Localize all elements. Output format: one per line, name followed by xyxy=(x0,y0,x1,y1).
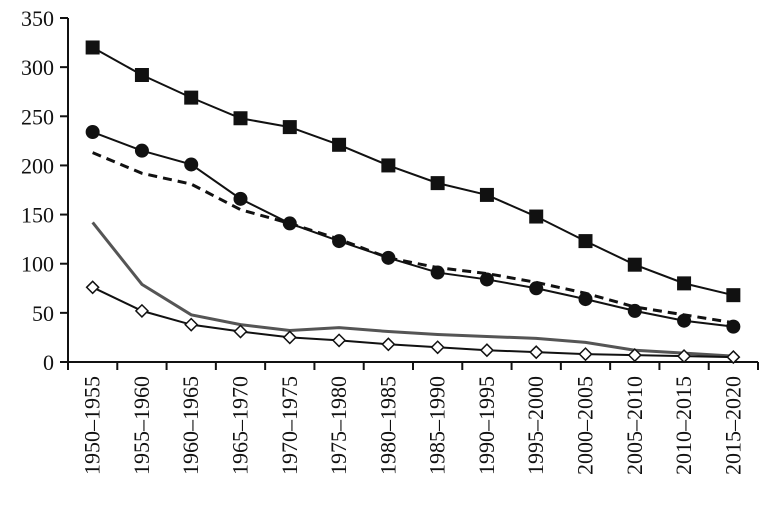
series-2 xyxy=(85,125,741,334)
x-tick-label: 1955–1960 xyxy=(129,376,154,475)
x-tick-label: 1980–1985 xyxy=(375,376,400,475)
y-tick-label: 200 xyxy=(21,153,54,178)
series-1 xyxy=(85,40,741,303)
y-tick-label: 250 xyxy=(21,104,54,129)
data-point-square xyxy=(85,40,100,55)
data-point-square xyxy=(332,137,347,152)
data-point-diamond xyxy=(529,345,544,360)
series-layer xyxy=(85,40,741,365)
x-tick-label: 1985–1990 xyxy=(425,376,450,475)
data-point-square xyxy=(233,111,248,126)
data-point-diamond xyxy=(430,340,445,355)
x-tick-label: 1960–1965 xyxy=(178,376,203,475)
data-point-square xyxy=(282,120,297,135)
data-point-diamond xyxy=(233,324,248,339)
data-point-square xyxy=(184,90,199,105)
x-tick-label: 1970–1975 xyxy=(277,376,302,475)
x-tick-label: 2005–2010 xyxy=(622,376,647,475)
data-point-diamond xyxy=(332,333,347,348)
data-point-square xyxy=(430,176,445,191)
y-tick-label: 150 xyxy=(21,203,54,228)
series-4-line xyxy=(91,221,734,358)
data-point-circle xyxy=(85,125,100,140)
y-tick-labels: 0 50 100 150 200 250 300 350 xyxy=(21,6,54,375)
series-3-line xyxy=(92,151,734,325)
x-tick-label: 2000–2005 xyxy=(573,376,598,475)
y-tick-label: 100 xyxy=(21,252,54,277)
data-point-diamond xyxy=(677,349,692,364)
data-point-square xyxy=(726,288,741,303)
data-point-circle xyxy=(184,157,199,172)
data-point-circle xyxy=(677,313,692,328)
data-point-diamond xyxy=(134,303,149,318)
data-point-diamond xyxy=(578,347,593,362)
series-5 xyxy=(85,280,741,365)
data-point-diamond xyxy=(627,348,642,363)
series-2-line xyxy=(92,131,734,328)
data-point-square xyxy=(529,209,544,224)
data-point-diamond xyxy=(282,330,297,345)
data-point-square xyxy=(134,68,149,83)
data-point-square xyxy=(578,234,593,249)
y-tick-label: 50 xyxy=(32,301,54,326)
x-tick-label: 2015–2020 xyxy=(720,376,745,475)
data-point-square xyxy=(677,276,692,291)
series-1-line xyxy=(92,46,734,297)
y-tick-label: 300 xyxy=(21,55,54,80)
x-tick-label: 2010–2015 xyxy=(671,376,696,475)
data-point-diamond xyxy=(184,317,199,332)
series-4 xyxy=(91,221,734,358)
data-point-circle xyxy=(134,143,149,158)
series-5-line xyxy=(92,286,734,359)
axes xyxy=(60,17,759,370)
data-point-square xyxy=(479,187,494,202)
data-point-diamond xyxy=(726,350,741,365)
x-tick-label: 1995–2000 xyxy=(523,376,548,475)
y-tick-label: 0 xyxy=(43,350,54,375)
data-point-diamond xyxy=(381,337,396,352)
data-point-diamond xyxy=(85,280,100,295)
x-tick-label: 1965–1970 xyxy=(228,376,253,475)
data-point-circle xyxy=(479,272,494,287)
x-tick-labels: 1950–1955 1955–1960 1960–1965 1965–1970 1970… xyxy=(80,376,746,475)
data-point-circle xyxy=(529,281,544,296)
data-point-square xyxy=(381,158,396,173)
data-point-circle xyxy=(578,292,593,307)
y-tick-label: 350 xyxy=(21,6,54,31)
x-tick-label: 1990–1995 xyxy=(474,376,499,475)
series-3 xyxy=(92,151,734,325)
x-tick-label: 1950–1955 xyxy=(80,376,105,475)
data-point-circle xyxy=(233,191,248,206)
data-point-square xyxy=(627,257,642,272)
data-point-diamond xyxy=(479,343,494,358)
x-tick-label: 1975–1980 xyxy=(326,376,351,475)
